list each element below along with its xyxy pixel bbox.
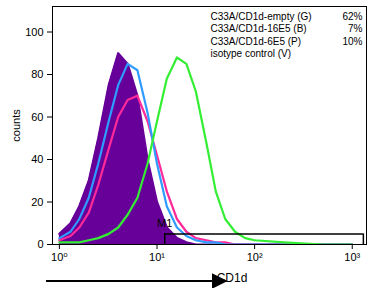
svg-text:M1: M1 <box>157 217 172 229</box>
svg-text:10⁰: 10⁰ <box>51 251 68 263</box>
svg-text:20: 20 <box>31 196 43 208</box>
svg-text:10²: 10² <box>247 251 263 263</box>
svg-text:counts: counts <box>10 109 22 142</box>
svg-text:isotype control (V): isotype control (V) <box>211 48 292 59</box>
svg-text:C33A/CD1d-6E5 (P): C33A/CD1d-6E5 (P) <box>211 36 302 47</box>
svg-text:10³: 10³ <box>344 251 360 263</box>
svg-text:0: 0 <box>37 238 43 250</box>
svg-text:40: 40 <box>31 153 43 165</box>
svg-text:60: 60 <box>31 111 43 123</box>
svg-text:80: 80 <box>31 68 43 80</box>
svg-text:C33A/CD1d-16E5 (B): C33A/CD1d-16E5 (B) <box>211 23 307 34</box>
svg-text:10%: 10% <box>342 36 362 47</box>
svg-text:CD1d: CD1d <box>217 271 248 285</box>
svg-text:100: 100 <box>25 26 43 38</box>
svg-text:10¹: 10¹ <box>149 251 165 263</box>
svg-text:C33A/CD1d-empty (G): C33A/CD1d-empty (G) <box>211 11 312 22</box>
svg-text:62%: 62% <box>342 11 362 22</box>
svg-text:7%: 7% <box>348 23 363 34</box>
